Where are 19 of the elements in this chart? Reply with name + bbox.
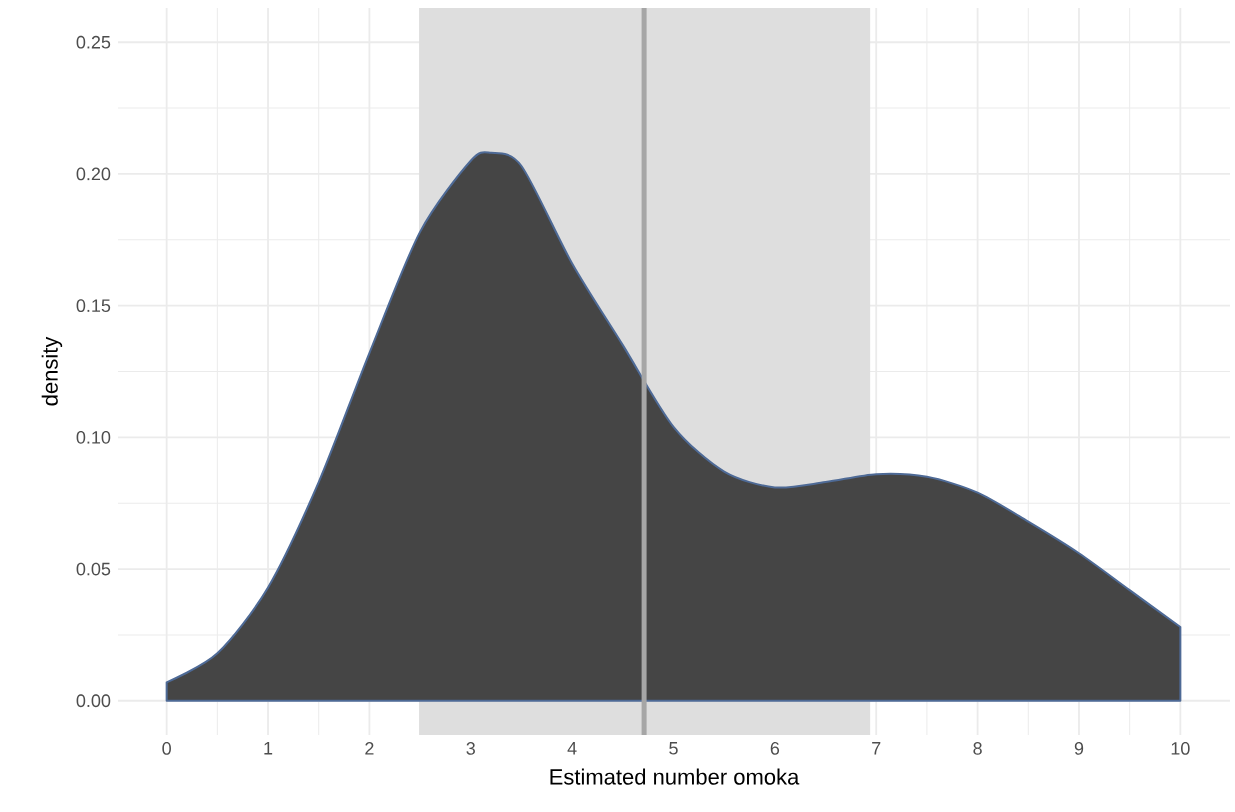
x-tick-label: 4 [567, 742, 577, 755]
x-tick-label: 6 [770, 742, 780, 755]
y-tick-label: 0.10 [76, 430, 111, 444]
y-axis-title: density [41, 336, 63, 406]
x-tick-label: 1 [264, 742, 273, 755]
y-tick-label: 0.00 [76, 694, 111, 708]
y-tick-label: 0.05 [76, 562, 111, 576]
x-tick-label: 10 [1171, 742, 1190, 755]
x-tick-label: 7 [872, 742, 881, 755]
x-tick-label: 8 [973, 742, 982, 755]
x-tick-label: 0 [162, 742, 171, 755]
x-axis-title: Estimated number omoka [550, 768, 800, 785]
y-tick-label: 0.25 [76, 35, 111, 49]
y-tick-label: 0.20 [76, 167, 111, 181]
y-tick-label: 0.15 [76, 299, 111, 313]
x-tick-label: 3 [466, 742, 475, 755]
x-tick-label: 9 [1074, 742, 1084, 755]
x-tick-label: 2 [365, 742, 374, 755]
x-tick-label: 5 [669, 742, 678, 755]
